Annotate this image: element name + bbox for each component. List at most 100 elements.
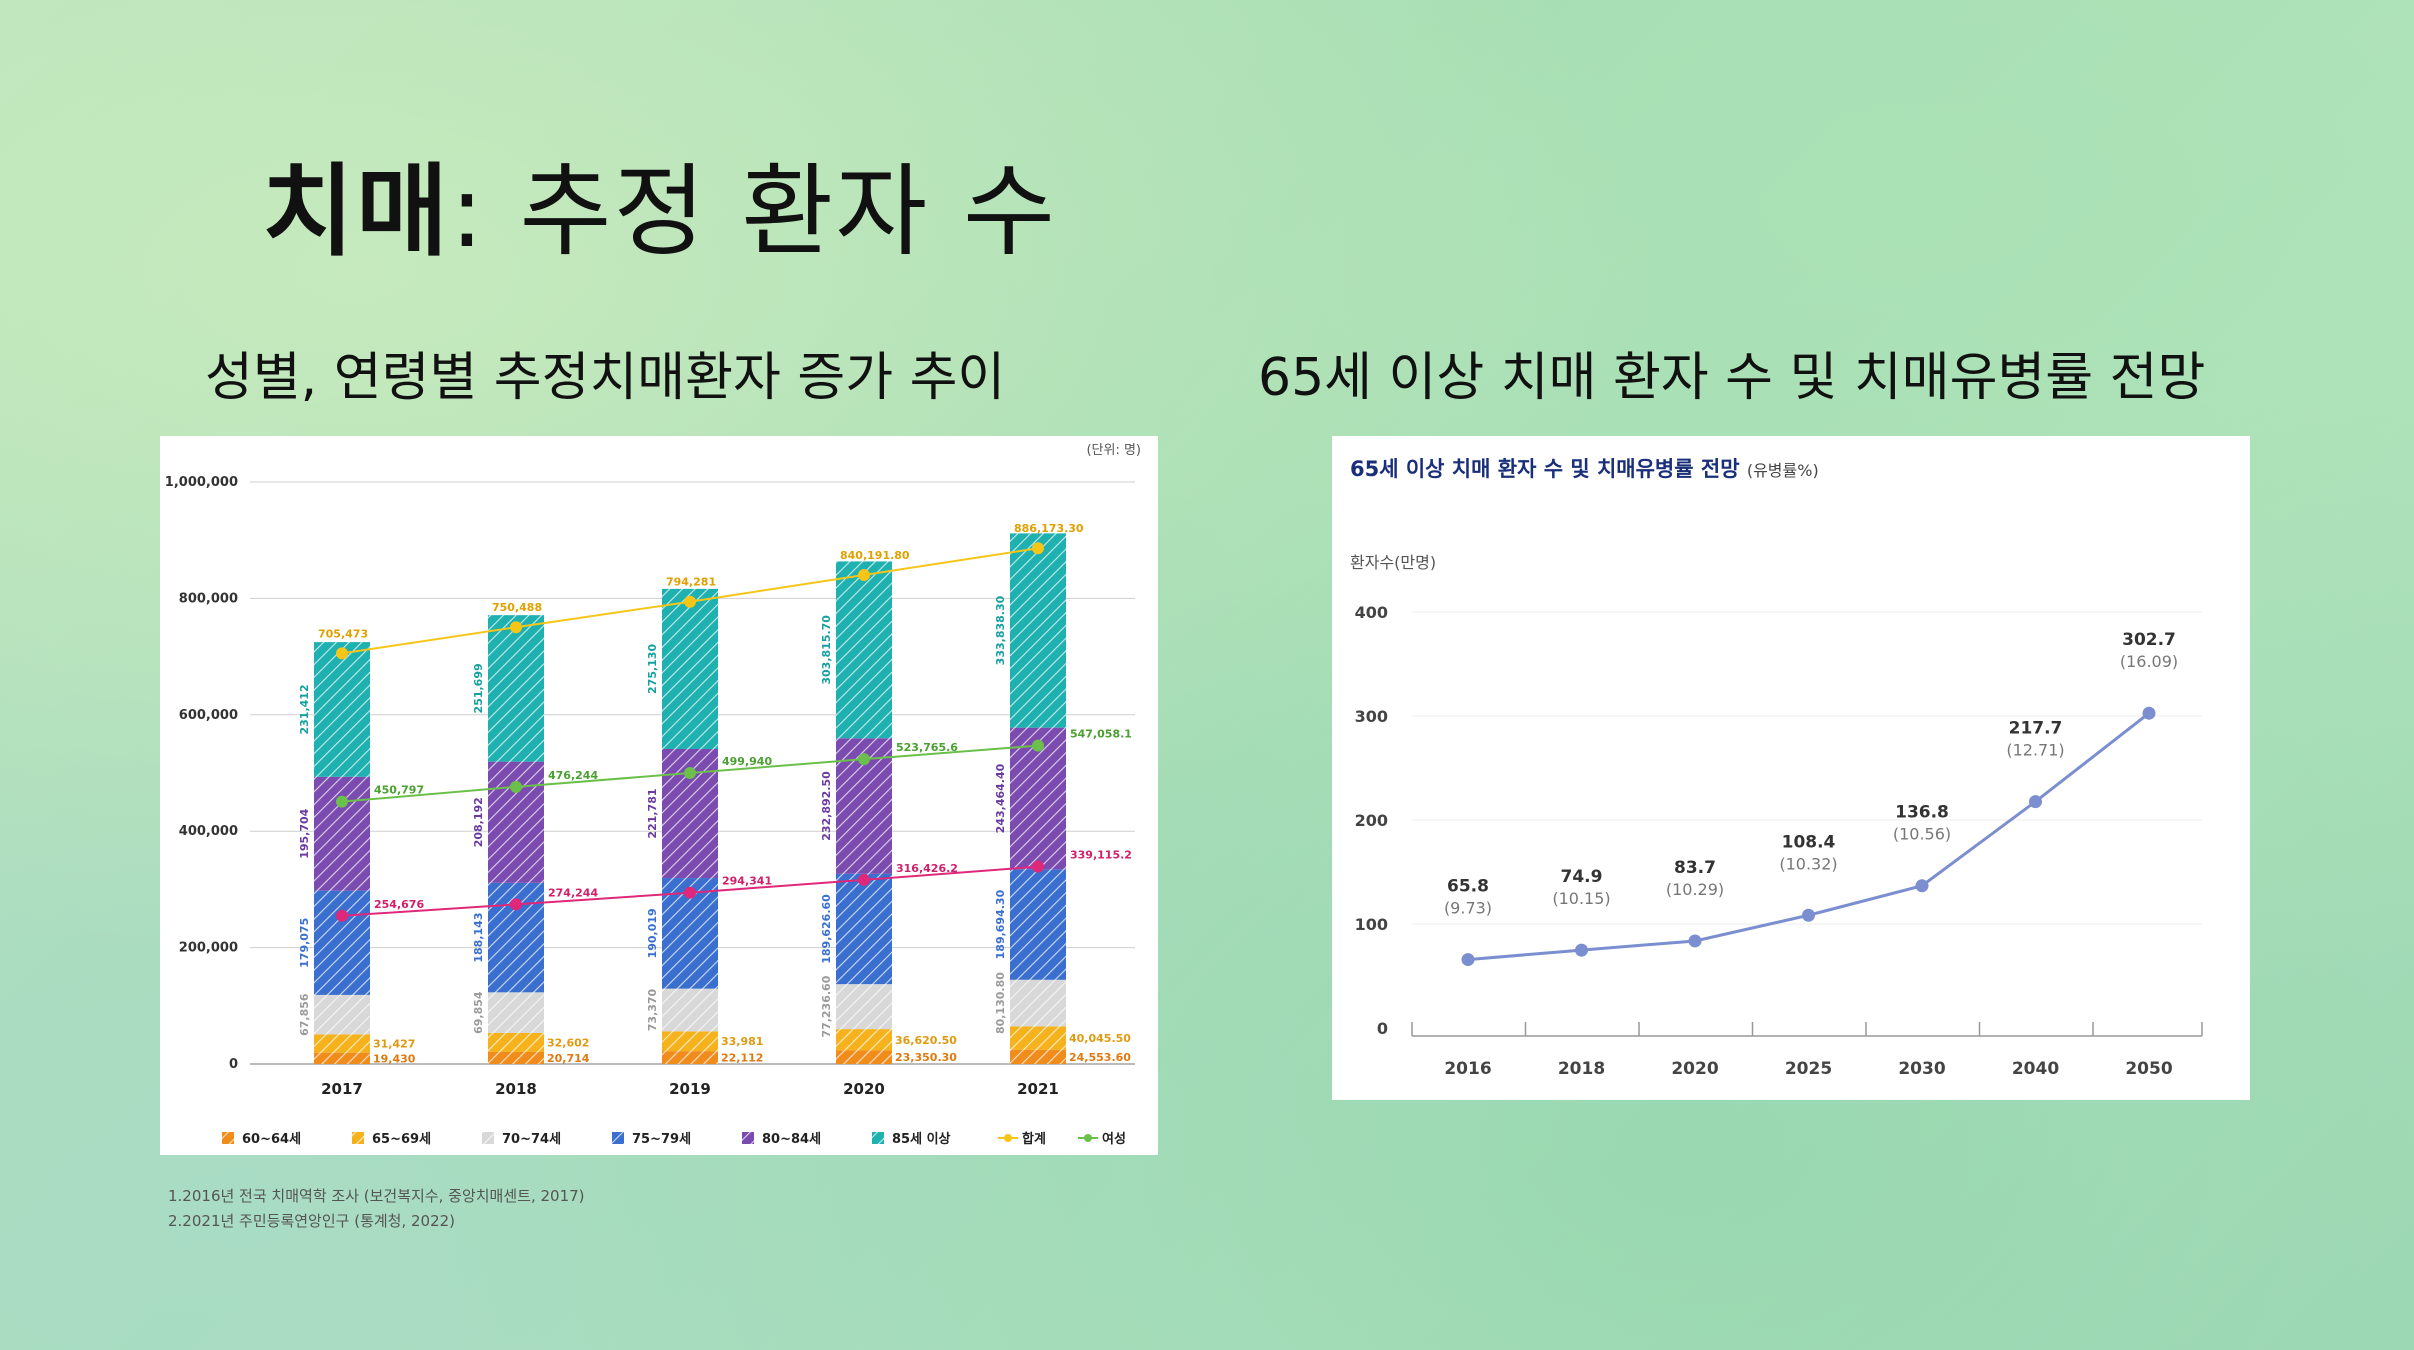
y-tick-label: 200 xyxy=(1355,811,1388,830)
bar-value-label: 67,856 xyxy=(298,993,311,1036)
line-point xyxy=(336,647,348,660)
bar-value-label: 24,553.60 xyxy=(1069,1051,1131,1064)
bar-value-label: 188,143 xyxy=(472,913,485,963)
legend-swatch xyxy=(872,1132,884,1144)
bar-segment xyxy=(1010,869,1066,980)
bar-segment xyxy=(662,988,718,1032)
bar-value-label: 36,620.50 xyxy=(895,1034,957,1047)
line-value-label: 274,244 xyxy=(548,886,598,899)
right-chart-subtitle: 65세 이상 치매 환자 수 및 치매유병률 전망 xyxy=(1258,348,2206,408)
line-value-label: 794,281 xyxy=(666,576,716,589)
line-point xyxy=(684,886,696,899)
prevalence-label: (10.29) xyxy=(1666,880,1724,899)
legend-swatch-dot xyxy=(1084,1134,1092,1142)
bar-value-label: 195,704 xyxy=(298,808,311,858)
line-value-label: 840,191.80 xyxy=(840,549,910,562)
y-tick-label: 0 xyxy=(229,1057,238,1072)
bar-value-label: 32,602 xyxy=(547,1036,589,1049)
bar-value-label: 189,694.30 xyxy=(994,889,1007,959)
x-tick-label: 2020 xyxy=(1671,1059,1718,1079)
bar-segment xyxy=(488,1032,544,1052)
x-tick-label: 2050 xyxy=(2125,1059,2172,1079)
page-title-rest: : 추정 환자 수 xyxy=(450,153,1058,270)
bar-value-label: 231,412 xyxy=(298,684,311,734)
line-point xyxy=(1032,860,1044,873)
bar-value-label: 73,370 xyxy=(646,988,659,1031)
line-point xyxy=(684,767,696,780)
bar-segment xyxy=(488,615,544,762)
line-point xyxy=(684,595,696,608)
bar-segment xyxy=(662,1051,718,1064)
legend-swatch xyxy=(352,1132,364,1144)
chart-title-suffix: (유병률%) xyxy=(1747,461,1819,480)
line-point xyxy=(1032,739,1044,752)
line-value-label: 294,341 xyxy=(722,875,772,888)
prevalence-label: (10.56) xyxy=(1893,825,1951,844)
bar-value-label: 208,192 xyxy=(472,797,485,847)
line-point xyxy=(510,898,522,911)
bar-value-label: 221,781 xyxy=(646,788,659,838)
y-tick-label: 100 xyxy=(1355,915,1388,934)
line-value-label: 886,173.30 xyxy=(1014,522,1084,535)
projection-line-chart: 65세 이상 치매 환자 수 및 치매유병률 전망 (유병률%) 환자수(만명) 0… xyxy=(1350,457,2203,1079)
stacked-bar-chart-panel: (단위: 명) 0 200,000 400,000 600,000 800,000 1,00… xyxy=(160,436,1206,1155)
value-label: 302.7 xyxy=(2122,630,2176,650)
bar-value-label: 303,815.70 xyxy=(820,615,833,685)
legend-label: 65~69세 xyxy=(372,1132,431,1147)
legend-swatch xyxy=(482,1132,494,1144)
unit-label: (단위: 명) xyxy=(1086,443,1141,458)
y-tick-label: 800,000 xyxy=(179,591,238,606)
page-title: 치매: 추정 환자 수 xyxy=(262,130,1057,275)
line-point xyxy=(510,621,522,634)
value-label: 74.9 xyxy=(1561,867,1603,887)
x-tick-label: 2018 xyxy=(495,1080,537,1098)
prevalence-label: (16.09) xyxy=(2120,652,2178,671)
legend-swatch-dot xyxy=(1004,1134,1012,1142)
bar-value-label: 20,714 xyxy=(547,1052,590,1065)
bar-segment xyxy=(1010,979,1066,1027)
legend-label: 80~84세 xyxy=(762,1132,821,1147)
bar-segment xyxy=(1010,1026,1066,1050)
bar-value-label: 19,430 xyxy=(373,1052,416,1065)
bar-segment xyxy=(314,1034,370,1053)
bar-value-label: 243,464.40 xyxy=(994,763,1007,833)
prevalence-label: (10.32) xyxy=(1779,854,1837,873)
bar-segment xyxy=(836,1029,892,1051)
value-label: 65.8 xyxy=(1447,877,1489,897)
y-tick-label: 1,000,000 xyxy=(165,475,238,490)
bar-segment xyxy=(314,890,370,995)
value-label: 108.4 xyxy=(1782,832,1836,852)
bar-segment xyxy=(836,1050,892,1064)
legend-label: 합계 xyxy=(1022,1131,1046,1147)
bar-value-label: 33,981 xyxy=(721,1035,763,1048)
y-tick-label: 300 xyxy=(1355,707,1388,726)
x-tick-label: 2019 xyxy=(669,1080,711,1098)
footnote-2: 2.2021년 주민등록연앙인구 (통계청, 2022) xyxy=(168,1212,456,1230)
bar-value-label: 40,045.50 xyxy=(1069,1032,1131,1045)
line-value-label: 523,765.6 xyxy=(896,741,958,754)
prevalence-label: (12.71) xyxy=(2006,741,2064,760)
bar-value-label: 189,626.60 xyxy=(820,894,833,964)
x-tick-label: 2016 xyxy=(1444,1059,1491,1079)
bar-segment xyxy=(662,1031,718,1052)
bar-segment xyxy=(488,1051,544,1064)
bar-segment xyxy=(836,984,892,1030)
y-tick-label: 200,000 xyxy=(179,941,238,956)
line-point xyxy=(336,909,348,922)
y-tick-label: 400 xyxy=(1355,603,1388,622)
line-value-label: 705,473 xyxy=(318,627,368,640)
line-value-label: 750,488 xyxy=(492,601,542,614)
bar-value-label: 31,427 xyxy=(373,1038,415,1051)
x-tick-label: 2030 xyxy=(1898,1059,1945,1079)
bar-value-label: 80,130.80 xyxy=(994,972,1007,1034)
left-chart-subtitle: 성별, 연령별 추정치매환자 증가 추이 xyxy=(205,348,1006,408)
bar-segment xyxy=(314,776,370,891)
y-tick-label: 400,000 xyxy=(179,824,238,839)
line-value-label: 499,940 xyxy=(722,755,772,768)
data-point xyxy=(1915,879,1929,893)
page-title-bold: 치매 xyxy=(262,153,450,270)
bar-value-label: 179,075 xyxy=(298,918,311,968)
x-tick-label: 2021 xyxy=(1017,1080,1059,1098)
data-point xyxy=(1688,934,1702,948)
legend-label: 70~74세 xyxy=(502,1132,561,1147)
